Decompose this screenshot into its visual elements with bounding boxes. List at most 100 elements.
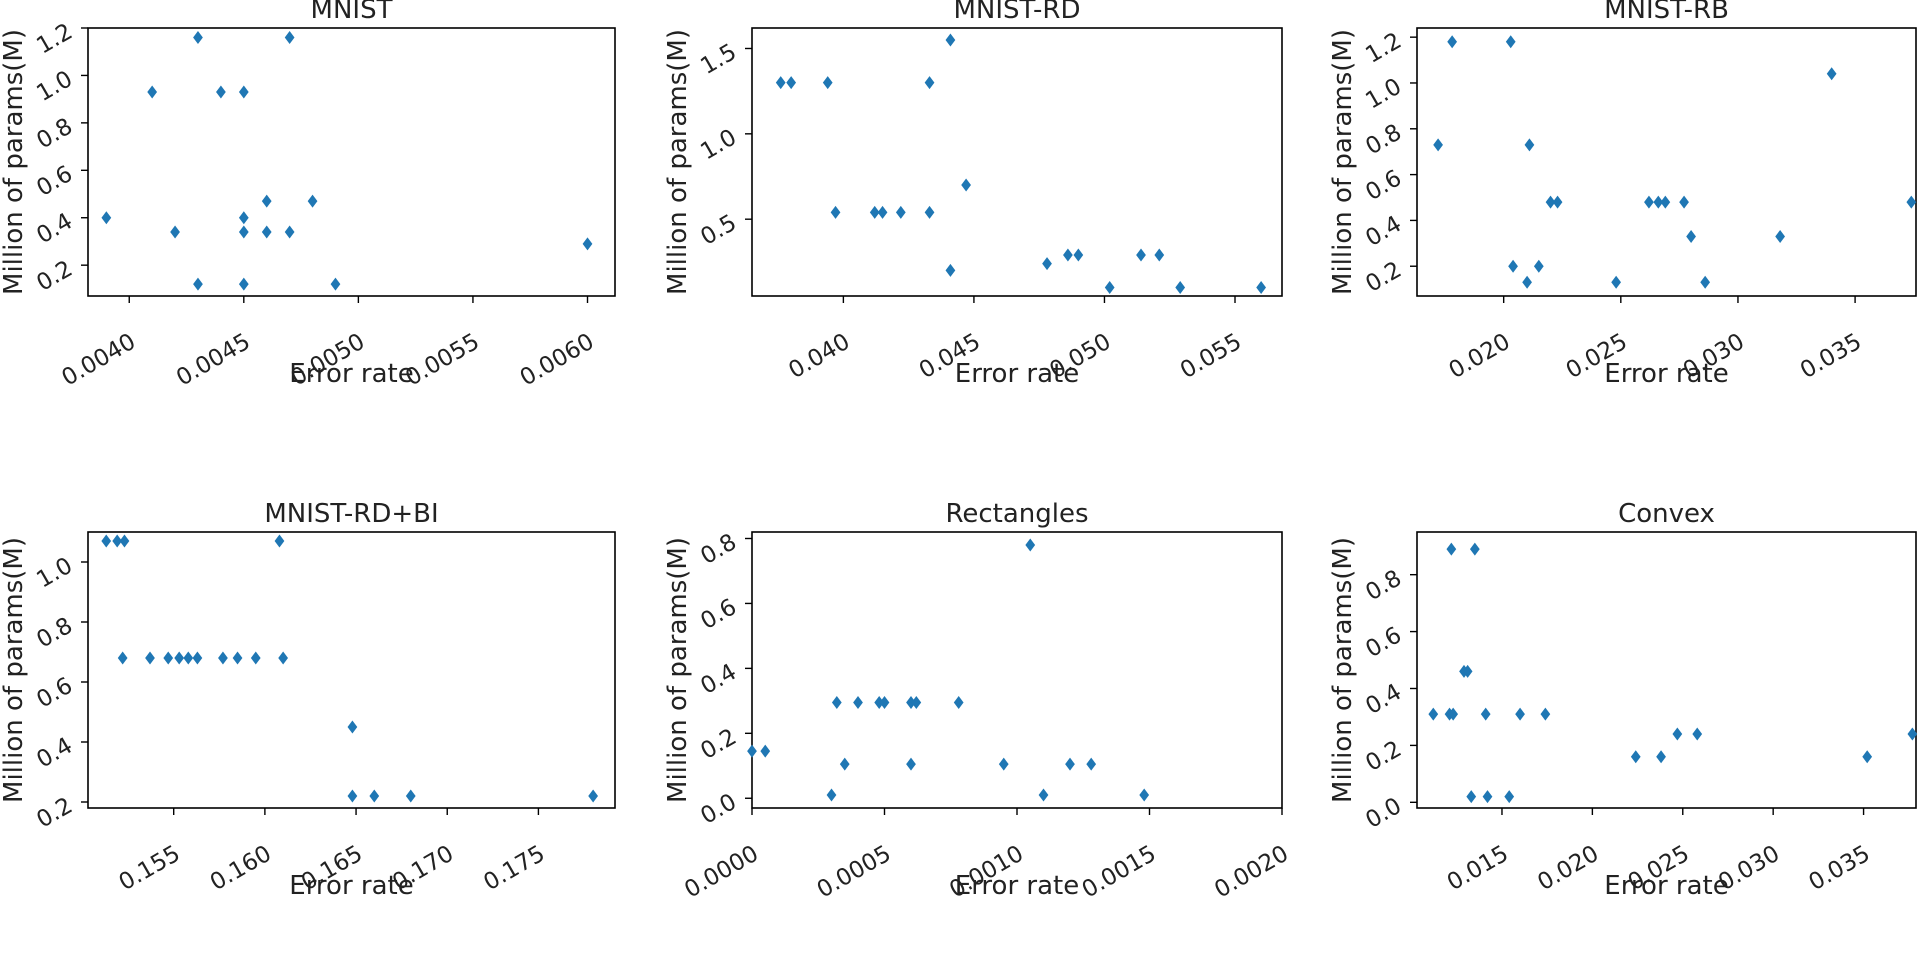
data-point [1630,750,1641,764]
y-tick-label: 0.2 [32,256,77,297]
data-point [775,76,786,90]
y-axis-title: Million of params(M) [1328,29,1358,295]
data-point [1482,790,1493,804]
data-point [906,695,916,709]
x-tick-label: 0.055 [1176,329,1246,384]
data-point [869,205,880,219]
data-point [112,534,123,548]
data-point [879,695,890,709]
plot-frame [1416,531,1917,809]
chart-title: MNIST-RD [953,0,1080,25]
data-point [1447,35,1458,49]
data-point [1038,788,1049,802]
data-point [1446,542,1457,556]
data-point [1552,195,1563,209]
data-point [760,744,771,758]
y-tick-label: 1.0 [32,553,77,594]
data-point [1104,280,1115,294]
x-tick-label: 0.0045 [172,329,255,392]
data-point [1154,248,1165,262]
data-point [1042,257,1052,271]
data-point [1063,248,1073,262]
y-tick-label: 1.2 [32,19,77,60]
x-axis-title: Error rate [955,871,1079,901]
y-axis-title: Million of params(M) [0,537,29,803]
data-point [839,757,850,771]
panel-mnist-rb: MNIST-RB0.020 0.025 0.030 0.0350.20.40.60.8… [1328,0,1917,389]
data-point [924,205,935,219]
data-point [945,33,956,47]
y-tick-label: 0.4 [696,659,741,700]
data-point [747,744,757,758]
data-point [1136,248,1146,262]
plot-frame [751,531,1283,809]
data-point [278,651,288,665]
data-point [347,720,358,734]
y-tick-label: 0.4 [1361,679,1406,720]
data-point [1826,67,1837,81]
data-point [163,651,174,665]
data-point [924,76,935,90]
y-tick-label: 0.6 [32,161,77,202]
plot-frame [1416,27,1917,297]
panel-mnist-rd-bi: MNIST-RD+BI0.155 0.160 0.165 0.170 0.1750.20… [0,499,616,901]
data-point [582,237,593,251]
data-point [232,651,243,665]
data-point [101,211,112,225]
data-point [238,225,249,239]
y-tick-label: 0.6 [1361,622,1406,663]
data-point [877,205,888,219]
y-tick-label: 0.4 [32,733,77,774]
data-point [405,789,416,803]
data-point [1672,727,1683,741]
x-tick-label: 0.035 [1805,841,1875,896]
data-point [192,651,203,665]
plot-frame [87,531,616,809]
data-point [1907,727,1918,741]
data-point [347,789,358,803]
data-point [1660,195,1671,209]
x-tick-label: 0.155 [115,841,185,896]
x-tick-label: 0.0000 [680,841,763,904]
data-point [1906,195,1917,209]
data-point [1686,229,1696,243]
data-point [961,178,971,192]
data-point [174,651,185,665]
y-tick-label: 0.2 [1361,257,1406,298]
x-tick-label: 0.040 [784,329,854,384]
data-point [284,225,295,239]
data-point [193,277,203,291]
chart-title: Rectangles [945,499,1088,529]
y-tick-label: 0.8 [1361,119,1406,160]
data-point [1175,280,1186,294]
y-tick-label: 1.0 [696,125,741,166]
x-tick-label: 0.160 [206,841,276,896]
data-point [1139,788,1150,802]
data-point [1073,248,1084,262]
data-point [250,651,261,665]
data-point [1522,275,1532,289]
data-point [119,534,130,548]
data-point [1700,275,1711,289]
data-point [945,263,956,277]
data-point [1462,664,1473,678]
panel-mnist-rd: MNIST-RD0.040 0.045 0.050 0.0550.51.01.5Err… [663,0,1283,389]
data-point [369,789,380,803]
y-tick-label: 0.6 [696,594,741,635]
data-point [238,211,249,225]
data-point [1656,750,1666,764]
data-point [274,534,285,548]
y-tick-label: 0.2 [32,793,77,834]
data-point [911,695,922,709]
data-point [170,225,180,239]
data-point [1644,195,1654,209]
data-point [853,695,863,709]
data-point [1524,138,1535,152]
data-point [906,757,916,771]
data-point [216,85,226,99]
data-point [261,194,272,208]
x-tick-label: 0.0015 [1078,841,1161,904]
